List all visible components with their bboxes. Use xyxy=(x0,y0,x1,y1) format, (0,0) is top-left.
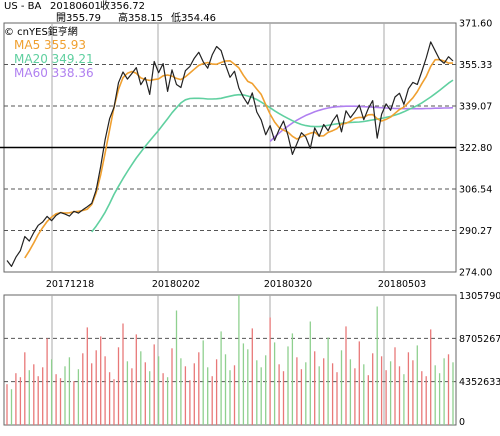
high-value: 高358.15 xyxy=(118,13,163,24)
ma5-line xyxy=(24,58,453,259)
x-tick-label: 20180503 xyxy=(378,279,426,290)
volume-y-tick-label: 0 xyxy=(459,417,465,428)
close-value: 收356.72 xyxy=(100,1,145,12)
y-tick-label: 371.60 xyxy=(459,19,492,30)
price-line xyxy=(6,41,454,267)
y-tick-label: 290.27 xyxy=(459,226,492,237)
x-tick-label: 20180320 xyxy=(264,279,312,290)
volume-y-tick-label: 13057900 xyxy=(459,291,500,302)
x-tick-label: 20180202 xyxy=(152,279,200,290)
y-tick-label: 322.80 xyxy=(459,143,492,154)
y-tick-label: 306.54 xyxy=(459,184,492,195)
open-value: 開355.79 xyxy=(56,13,101,24)
y-tick-label: 274.00 xyxy=(459,268,492,279)
legend-ma60: MA60 338.36 xyxy=(14,66,94,80)
legend-ma5: MA5 355.93 xyxy=(14,38,86,52)
volume-y-tick-label: 4352633 xyxy=(459,377,500,388)
volume-y-tick-label: 8705267 xyxy=(459,334,500,345)
low-value: 低354.46 xyxy=(171,13,216,24)
symbol-label: US - BA xyxy=(4,1,42,12)
ma60-line xyxy=(269,105,454,142)
watermark-logo: © cnYES鉅亨網 xyxy=(4,27,78,38)
ma20-line xyxy=(91,79,454,233)
date-label: 20180601 xyxy=(50,1,101,12)
legend-ma20: MA20 349.21 xyxy=(14,52,94,66)
y-tick-label: 355.33 xyxy=(459,60,492,71)
y-tick-label: 339.07 xyxy=(459,101,492,112)
x-tick-label: 20171218 xyxy=(46,279,94,290)
